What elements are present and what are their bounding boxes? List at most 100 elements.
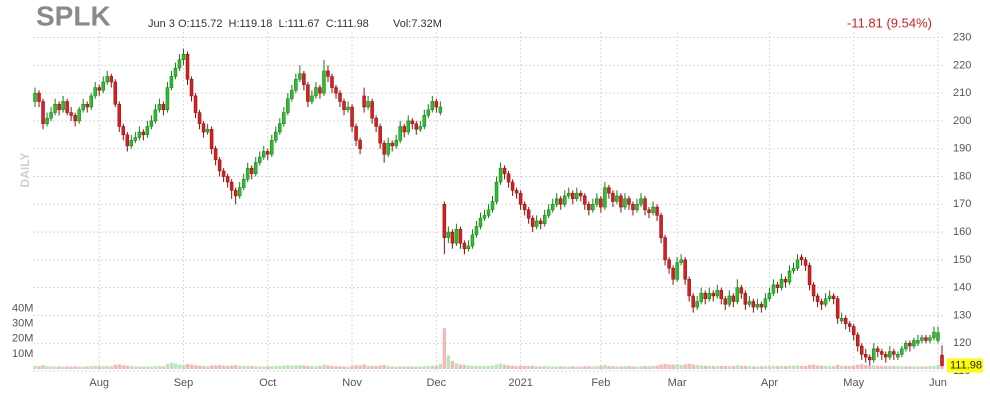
volume-bar <box>69 366 73 369</box>
volume-bar <box>478 365 483 369</box>
candle-body <box>599 198 603 208</box>
volume-bar <box>506 365 511 369</box>
volume-bar <box>209 365 214 369</box>
candle-body <box>863 354 868 358</box>
volume-bar <box>735 365 740 369</box>
candle-body <box>113 81 118 105</box>
volume-bar <box>386 366 390 369</box>
x-tick-label: Sep <box>174 377 194 389</box>
candle-body <box>330 76 334 88</box>
candle-body <box>362 95 366 108</box>
volume-bar <box>868 365 872 369</box>
candle-body <box>711 292 715 297</box>
volume-bar <box>876 365 880 369</box>
volume-bar <box>161 366 166 369</box>
volume-bar <box>559 366 563 369</box>
x-tick-label: Nov <box>342 377 362 389</box>
candle-body <box>77 109 81 122</box>
volume-bar <box>635 366 639 369</box>
volume-bar <box>599 365 603 369</box>
volume-bar <box>932 365 936 369</box>
volume-bar <box>105 365 109 369</box>
candle-body <box>514 190 519 194</box>
candle-body <box>831 295 836 300</box>
candle-body <box>93 87 97 97</box>
volume-bar <box>201 365 206 369</box>
volume-bar <box>627 366 631 369</box>
candle-body <box>739 287 744 294</box>
volume-bar <box>173 363 178 369</box>
volume-bar <box>534 366 539 369</box>
volume-bar <box>250 366 254 369</box>
volume-bar <box>113 364 117 369</box>
x-tick-label: Jun <box>929 377 947 389</box>
period-label: DAILY <box>18 153 32 188</box>
candle-body <box>884 354 888 358</box>
candle-body <box>402 126 406 133</box>
candle-body <box>518 192 523 205</box>
volume-bar <box>884 366 888 369</box>
candle-body <box>49 112 53 119</box>
volume-bar <box>904 366 908 369</box>
volume-bar <box>153 366 158 369</box>
candle-body <box>358 140 362 149</box>
candle-body <box>438 106 443 113</box>
candle-body <box>153 109 158 122</box>
volume-bar <box>233 365 238 369</box>
candle-body <box>611 192 615 202</box>
candle-body <box>117 103 122 127</box>
candle-body <box>97 87 101 91</box>
volume-bar <box>258 366 262 369</box>
volume-bar <box>458 364 463 369</box>
volume-bar <box>189 364 194 369</box>
candle-body <box>41 101 45 124</box>
candle-body <box>795 259 800 269</box>
candle-body <box>550 204 555 211</box>
volume-bar <box>571 366 575 369</box>
candle-body <box>266 151 270 155</box>
candle-body <box>366 101 370 108</box>
candle-body <box>466 245 471 249</box>
candle-body <box>145 126 150 136</box>
volume-bar <box>563 366 567 369</box>
candle-body <box>775 284 780 288</box>
volume-bar <box>370 365 374 369</box>
volume-bar <box>121 365 126 369</box>
candle-body <box>225 176 230 183</box>
candle-body <box>655 206 659 216</box>
candle-body <box>542 215 547 224</box>
volume-bar <box>526 366 531 369</box>
volume-bar <box>454 363 459 369</box>
volume-bar <box>149 366 154 369</box>
candle-body <box>554 198 559 205</box>
y-tick-label: 170 <box>953 198 971 210</box>
volume-bar <box>394 366 398 369</box>
volume-bar <box>286 365 290 369</box>
x-tick-label: Aug <box>89 377 109 389</box>
candle-body <box>282 112 286 124</box>
candle-body <box>502 167 507 174</box>
candle-body <box>394 140 398 147</box>
candle-body <box>406 120 410 133</box>
candle-body <box>286 98 290 113</box>
candle-body <box>675 262 679 280</box>
volume-bar <box>81 366 85 369</box>
volume-bar <box>892 366 896 369</box>
volume-bar <box>767 365 772 369</box>
volume-bar <box>530 365 535 369</box>
volume-bar <box>723 365 727 369</box>
candle-body <box>209 129 214 149</box>
volume-bar <box>422 366 426 369</box>
candle-body <box>627 198 631 205</box>
candle-body <box>647 209 651 213</box>
candle-body <box>241 179 246 188</box>
candle-body <box>534 220 539 227</box>
volume-bar <box>860 364 864 369</box>
candle-body <box>783 279 788 283</box>
candle-body <box>133 137 138 141</box>
volume-bar <box>546 366 551 369</box>
candle-body <box>37 92 41 102</box>
volume-bar <box>647 366 651 369</box>
last-price-box <box>947 358 983 373</box>
candle-body <box>314 87 318 97</box>
